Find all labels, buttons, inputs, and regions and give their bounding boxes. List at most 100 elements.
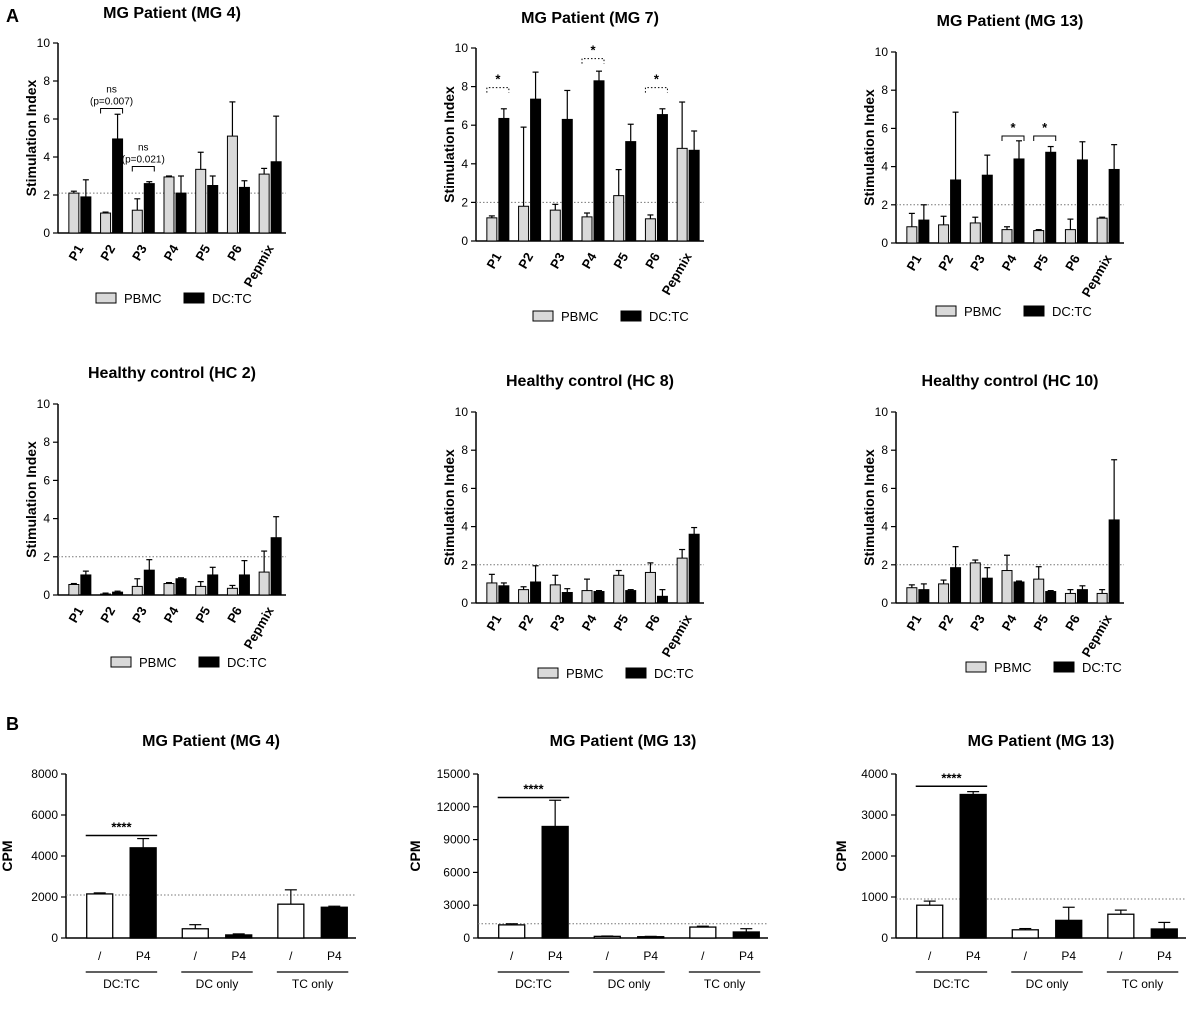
dctc-bar	[918, 219, 930, 244]
cpm-chart-1: MG Patient (MG 4) 0 2000 4000 6000 8000 CPM / P4…	[0, 733, 356, 991]
pbmc-bar	[131, 585, 143, 596]
y-tick-label: 4	[461, 157, 468, 171]
legend-label-pbmc: PBMC	[561, 309, 599, 324]
legend-label-dctc: DC:TC	[227, 655, 267, 670]
dctc-bar	[1045, 151, 1057, 244]
x-tick-label: P3	[967, 252, 988, 273]
x-tick-label: P4	[548, 949, 563, 963]
pbmc-bar	[518, 589, 530, 604]
y-tick-label: 3000	[861, 808, 888, 822]
x-tick-label: P1	[484, 250, 505, 271]
chart-title: Healthy control (HC 10)	[922, 373, 1099, 390]
pbmc-bar	[486, 217, 498, 242]
x-tick-label: P2	[935, 612, 956, 633]
x-tick-label: P4	[161, 241, 182, 263]
x-tick-label: /	[1119, 949, 1123, 963]
y-tick-label: 6	[461, 118, 468, 132]
y-axis-label: Stimulation Index	[441, 449, 457, 566]
x-tick-label: P6	[1062, 612, 1083, 633]
significance-star: ****	[523, 782, 544, 797]
y-tick-label: 0	[461, 596, 468, 610]
y-tick-label: 4	[43, 150, 50, 164]
dctc-bar	[950, 567, 962, 604]
p4-bar	[225, 934, 253, 939]
dctc-bar	[80, 196, 92, 234]
x-tick-label: P3	[547, 612, 568, 633]
x-tick-label: P4	[1157, 949, 1172, 963]
dctc-bar	[238, 574, 250, 596]
y-tick-label: 8	[43, 435, 50, 449]
dctc-bar	[981, 174, 993, 244]
y-tick-label: 0	[881, 931, 888, 945]
pbmc-bar	[1033, 578, 1045, 604]
si-chart-3: MG Patient (MG 13) 0 2 4 6 8 10 Stimulation Ind…	[861, 13, 1124, 319]
si-chart-1: MG Patient (MG 4) 0 2 4 6 8 10 Stimulation Inde…	[23, 5, 286, 306]
x-tick-label: P4	[999, 251, 1020, 273]
group-label: TC only	[1122, 977, 1163, 991]
dctc-bar	[270, 537, 282, 596]
x-tick-label: P5	[610, 250, 631, 271]
pbmc-bar	[549, 209, 561, 242]
x-tick-label: P3	[129, 604, 150, 625]
dctc-bar	[918, 589, 930, 604]
x-tick-label: P2	[515, 612, 536, 633]
y-tick-label: 0	[881, 596, 888, 610]
control-bar	[916, 904, 944, 939]
p4-bar	[732, 931, 760, 939]
group-label: DC only	[196, 977, 239, 991]
pbmc-bar	[613, 195, 625, 242]
dctc-bar	[530, 98, 542, 242]
significance-label: ns	[138, 143, 149, 154]
legend: PBMC DC:TC	[935, 304, 1092, 319]
x-tick-label: Pepmix	[659, 611, 695, 659]
pbmc-bar	[100, 212, 112, 234]
legend-swatch-pbmc	[95, 292, 117, 304]
p4-bar	[1150, 928, 1178, 939]
pbmc-bar	[906, 587, 918, 604]
significance-bracket	[644, 87, 668, 93]
pbmc-bar	[1064, 592, 1076, 604]
x-tick-label: P6	[1062, 252, 1083, 273]
x-tick-label: P1	[484, 612, 505, 633]
group-label: TC only	[292, 977, 333, 991]
significance-label: ns	[106, 85, 117, 96]
x-tick-label: /	[289, 949, 293, 963]
y-tick-label: 4	[461, 520, 468, 534]
pbmc-bar	[486, 582, 498, 604]
dctc-bar	[498, 585, 510, 604]
y-tick-label: 2	[43, 188, 50, 202]
dctc-bar	[1013, 158, 1025, 244]
si-chart-6: Healthy control (HC 10) 0 2 4 6 8 10 Stimulatio…	[861, 373, 1124, 675]
pbmc-bar	[163, 176, 175, 234]
x-tick-label: Pepmix	[1079, 251, 1115, 299]
x-tick-label: P2	[97, 604, 118, 625]
pbmc-bar	[676, 557, 688, 604]
dctc-bar	[498, 117, 510, 242]
legend-label-dctc: DC:TC	[212, 291, 252, 306]
x-tick-label: P3	[129, 242, 150, 263]
panel-label-a: A	[6, 6, 19, 26]
y-tick-label: 6000	[31, 808, 58, 822]
pbmc-bar	[549, 584, 561, 604]
y-tick-label: 2	[461, 558, 468, 572]
y-tick-label: 6000	[443, 865, 470, 879]
x-tick-label: /	[1024, 949, 1028, 963]
legend-swatch-dctc	[620, 310, 642, 322]
p4-bar	[1055, 919, 1083, 939]
y-tick-label: 6	[881, 121, 888, 135]
chart-title: MG Patient (MG 13)	[550, 733, 697, 750]
control-bar	[498, 924, 526, 939]
y-tick-label: 0	[51, 931, 58, 945]
dctc-bar	[270, 161, 282, 234]
pbmc-bar	[68, 192, 80, 234]
pbmc-bar	[258, 173, 270, 234]
pbmc-bar	[195, 585, 207, 596]
dctc-bar	[112, 138, 124, 234]
dctc-bar	[625, 141, 637, 242]
y-tick-label: 6	[881, 481, 888, 495]
y-tick-label: 6	[461, 481, 468, 495]
significance-bracket	[486, 87, 510, 93]
cpm-chart-2: MG Patient (MG 13) 0 3000 6000 9000 12000 1500…	[407, 733, 768, 991]
dctc-bar	[950, 179, 962, 244]
pbmc-bar	[676, 147, 688, 242]
